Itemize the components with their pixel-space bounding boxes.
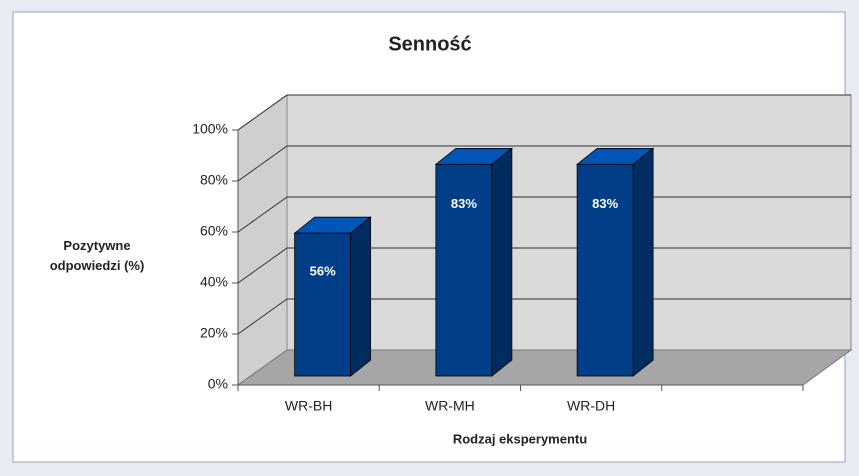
x-tick-label: WR-DH	[567, 398, 615, 414]
x-tick-label: WR-BH	[285, 398, 332, 414]
y-tick-label: 60%	[200, 223, 228, 239]
grid-line	[237, 94, 851, 131]
bar-side	[632, 147, 654, 377]
y-tick-label: 100%	[192, 121, 228, 137]
y-tick-label: 0%	[208, 376, 228, 392]
side-wall	[237, 94, 288, 386]
x-tick-label: WR-MH	[425, 398, 475, 414]
grid-line	[237, 145, 851, 182]
bar	[294, 232, 352, 377]
y-tick-label: 20%	[200, 325, 228, 341]
data-label: 83%	[451, 196, 477, 211]
grid-line	[237, 298, 851, 335]
bar	[435, 163, 493, 377]
grid-line	[237, 196, 851, 233]
y-tick-label: 40%	[200, 274, 228, 290]
y-axis-title: Pozytywne odpowiedzi (%)	[49, 238, 145, 273]
bar-side	[491, 147, 513, 377]
chart-title: Senność	[388, 33, 471, 55]
x-axis-title: Rodzaj eksperymentu	[453, 431, 587, 446]
grid-line	[237, 247, 851, 284]
data-label: 83%	[592, 196, 618, 211]
bar	[576, 163, 634, 377]
back-wall	[286, 94, 852, 351]
data-label: 56%	[310, 263, 336, 278]
bar-side	[350, 216, 372, 377]
y-tick-label: 80%	[200, 172, 228, 188]
